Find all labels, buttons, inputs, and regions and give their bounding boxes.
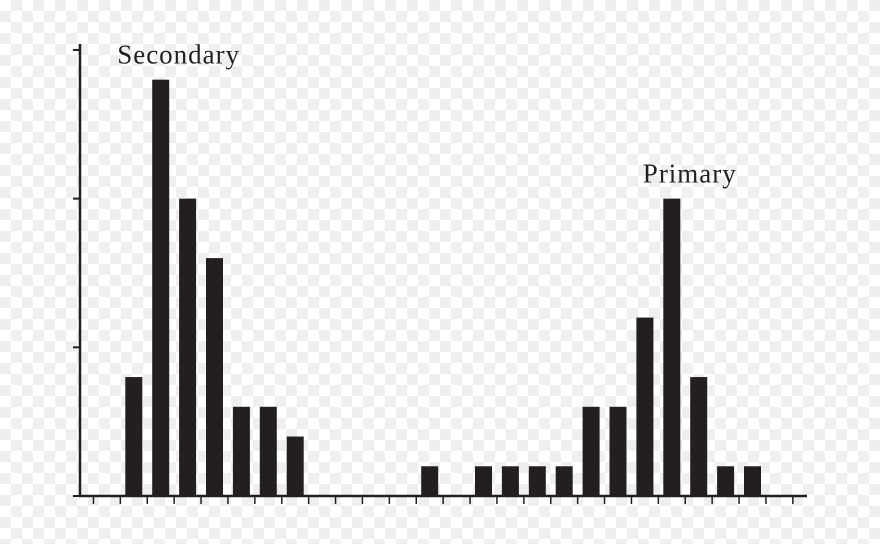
annotation: Primary [643, 159, 737, 189]
bar [206, 258, 223, 496]
bar [232, 406, 250, 496]
bar [179, 198, 197, 496]
bar [286, 436, 304, 496]
bar [259, 406, 277, 496]
bar [744, 466, 761, 496]
bar [501, 466, 519, 496]
bar [582, 406, 600, 496]
bar [555, 466, 573, 496]
bar [152, 79, 170, 497]
bar [609, 406, 627, 496]
bar [125, 377, 143, 496]
bar [636, 317, 654, 496]
bar [690, 377, 708, 496]
bar [717, 466, 735, 496]
bar [528, 466, 546, 496]
bar [421, 466, 439, 496]
bar [475, 466, 492, 496]
bar [663, 198, 681, 496]
annotation: Secondary [117, 40, 240, 70]
